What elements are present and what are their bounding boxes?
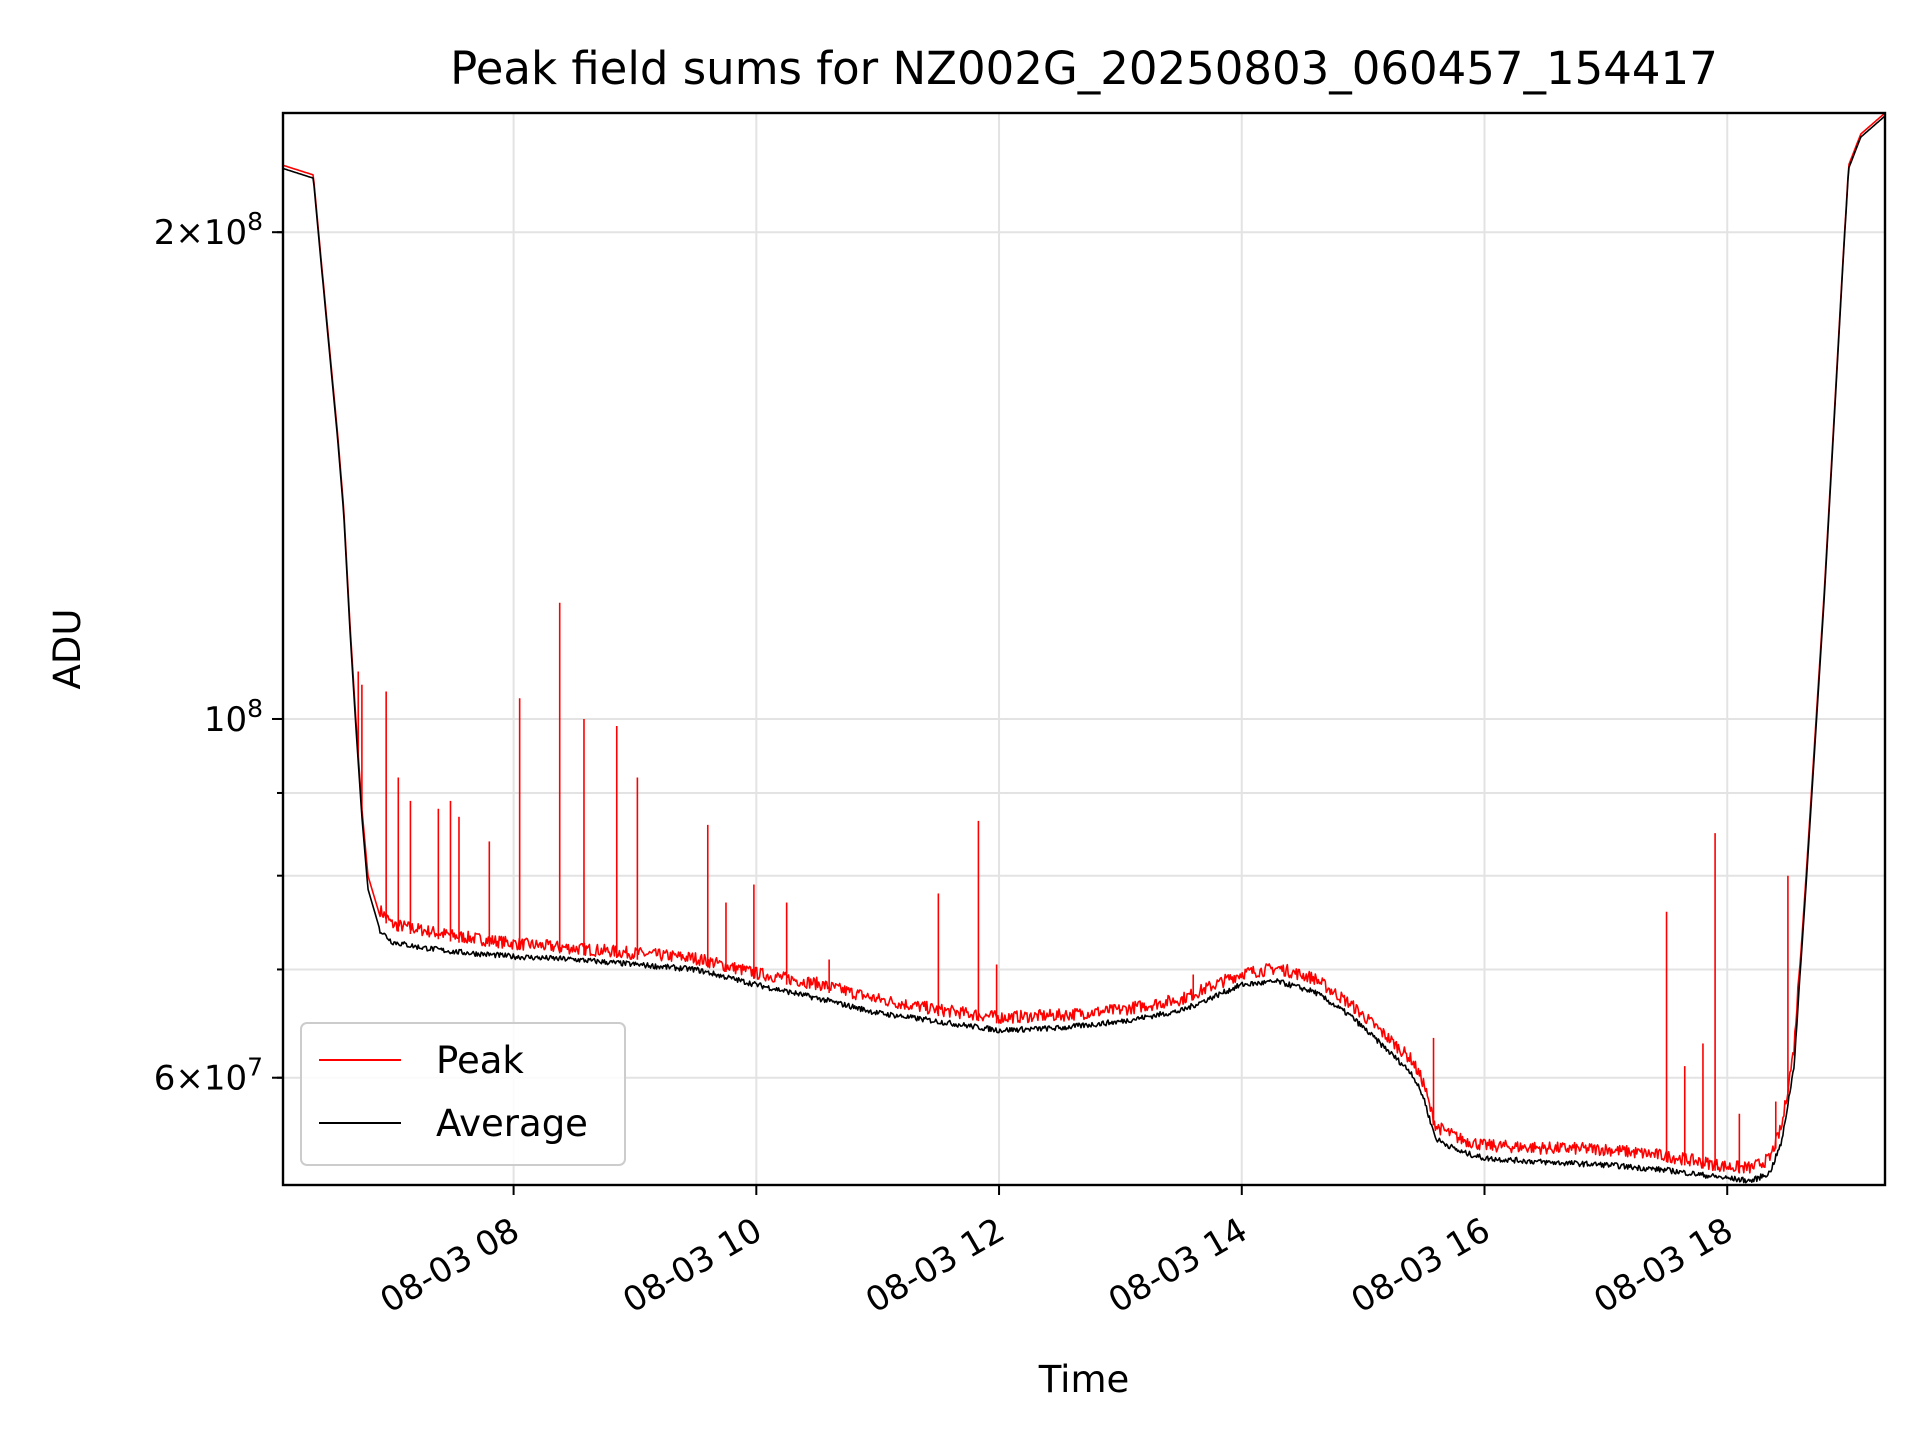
x-tick-label: 08-03 16 [1345,1210,1497,1321]
peak-series-line [283,113,1885,1174]
y-tick-label: 6×107 [154,1053,263,1099]
legend-box [300,1022,626,1166]
legend-average-label: Average [436,1102,588,1145]
average-series-line [283,115,1885,1184]
x-axis-label: Time [1038,1358,1130,1401]
series-layer [283,113,1885,1184]
x-tick-label: 08-03 10 [616,1210,768,1321]
plot-frame [281,111,1887,1187]
legend-peak-label: Peak [436,1039,524,1082]
x-tick-label: 08-03 18 [1587,1210,1739,1321]
y-axis-label: ADU [46,609,89,690]
y-tick-label: 2×108 [154,207,263,253]
x-axis: 08-03 08 08-03 10 08-03 12 08-03 14 08-03 16… [374,1185,1740,1321]
y-axis: 6×107 108 2×108 [154,207,283,1099]
chart-title: Peak field sums for NZ002G_20250803_0604… [450,42,1718,95]
x-tick-label: 08-03 12 [859,1210,1011,1321]
x-tick-label: 08-03 14 [1102,1210,1254,1321]
x-tick-label: 08-03 08 [374,1210,526,1321]
y-tick-label: 108 [204,694,263,740]
legend: Peak Average [300,1022,626,1166]
